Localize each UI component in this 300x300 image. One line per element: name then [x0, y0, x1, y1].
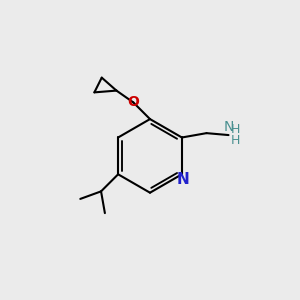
Text: N: N	[223, 120, 234, 134]
Text: O: O	[127, 95, 139, 109]
Text: H: H	[230, 123, 240, 136]
Text: N: N	[177, 172, 190, 187]
Text: H: H	[230, 134, 240, 147]
